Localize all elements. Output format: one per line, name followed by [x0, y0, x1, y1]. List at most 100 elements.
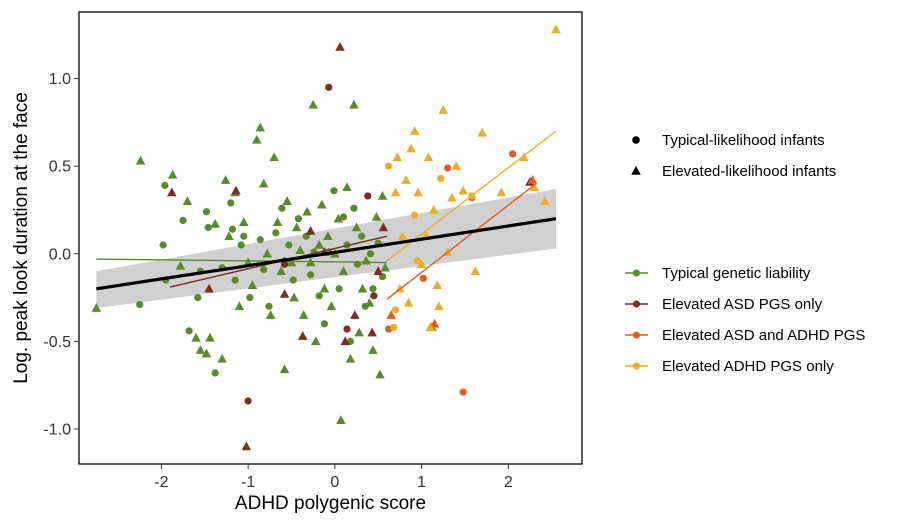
point-circle-typical [228, 225, 237, 233]
point-triangle-typical [175, 261, 186, 270]
group-legend: Typical genetic liability Elevated ASD PG… [625, 265, 865, 375]
point-triangle-adhd [529, 182, 540, 191]
plot-content [91, 24, 561, 451]
x-axis-title: ADHD polygenic score [235, 493, 426, 514]
point-circle-asd [370, 292, 378, 300]
point-triangle-adhd [413, 187, 423, 197]
point-triangle-adhd [401, 175, 411, 184]
point-triangle-typical [336, 415, 346, 424]
plot-area [91, 24, 561, 451]
point-triangle-both [386, 310, 396, 319]
point-triangle-typical [317, 199, 327, 209]
point-circle-typical [161, 181, 169, 190]
point-triangle-typical [262, 248, 272, 258]
point-triangle-asd [367, 327, 377, 337]
point-triangle-asd [335, 42, 345, 51]
group-legend-label: Elevated ASD and ADHD PGS [662, 327, 865, 344]
legend-triangle-icon [631, 166, 641, 175]
fit-line-typical [96, 258, 387, 264]
point-triangle-adhd [551, 24, 561, 34]
point-circle-typical [306, 271, 315, 279]
x-tick-label: 1 [417, 474, 426, 491]
x-tick-label: -2 [154, 474, 168, 491]
point-circle-asd [343, 325, 351, 333]
group-legend-label: Typical genetic liability [662, 265, 811, 282]
x-tick-label: 2 [504, 474, 513, 491]
point-triangle-adhd [403, 297, 414, 307]
point-triangle-both [527, 175, 538, 184]
point-triangle-asd [241, 441, 252, 451]
fit-line-both [386, 183, 537, 300]
point-triangle-typical [351, 222, 362, 232]
point-circle-typical [159, 241, 167, 249]
point-triangle-typical [272, 217, 283, 226]
point-circle-typical [136, 300, 144, 309]
point-circle-typical [294, 215, 303, 223]
point-circle-both [459, 388, 467, 396]
point-triangle-adhd [423, 152, 434, 162]
point-triangle-typical [377, 190, 388, 200]
point-circle-typical [179, 216, 187, 225]
point-triangle-typical [91, 303, 102, 312]
point-triangle-typical [295, 245, 305, 255]
point-circle-typical [350, 204, 358, 212]
point-triangle-adhd [447, 192, 457, 202]
y-tick-label: -0.5 [43, 334, 71, 351]
y-tick-label: 0.5 [49, 159, 71, 176]
point-circle-typical [260, 265, 268, 274]
point-triangle-typical [319, 283, 330, 293]
point-circle-typical [231, 276, 239, 284]
legend-marker-asd [633, 300, 640, 308]
point-circle-both [509, 150, 517, 158]
point-circle-adhd [413, 257, 421, 265]
point-triangle-typical [354, 327, 364, 337]
point-triangle-typical [135, 155, 146, 165]
point-triangle-typical [342, 182, 352, 191]
point-triangle-adhd [397, 231, 408, 240]
point-circle-typical [202, 208, 211, 216]
legend-marker-typical [633, 269, 640, 277]
point-triangle-typical [252, 134, 262, 144]
point-triangle-asd [305, 225, 316, 235]
point-triangle-typical [302, 206, 312, 216]
point-triangle-adhd [496, 187, 507, 197]
point-circle-typical [339, 213, 348, 221]
point-circle-typical [240, 232, 248, 240]
point-triangle-typical [326, 301, 337, 311]
point-triangle-typical [182, 196, 193, 205]
point-triangle-adhd [451, 161, 461, 170]
point-circle-adhd [390, 323, 398, 331]
point-triangle-typical [195, 345, 206, 354]
point-triangle-typical [298, 310, 309, 319]
point-circle-typical [211, 369, 219, 377]
group-legend-label: Elevated ADHD PGS only [662, 358, 834, 375]
y-axis-title: Log. peak look duration at the face [11, 92, 32, 384]
point-triangle-adhd [425, 322, 435, 332]
overall-fit-line [96, 217, 557, 291]
point-triangle-typical [239, 217, 249, 226]
point-triangle-typical [265, 310, 276, 319]
point-circle-typical [204, 223, 212, 232]
point-circle-asd [280, 260, 289, 268]
point-circle-typical [256, 236, 264, 244]
point-circle-both [443, 164, 452, 172]
legend-marker-both [633, 331, 640, 339]
point-circle-typical [320, 320, 329, 328]
point-triangle-typical [234, 301, 245, 311]
point-triangle-typical [308, 99, 318, 109]
point-circle-typical [289, 276, 297, 284]
plot-frame [78, 11, 583, 465]
point-circle-asd [325, 83, 333, 91]
shape-legend-label: Typical-likelihood infants [662, 132, 825, 149]
point-circle-typical [265, 302, 273, 310]
point-triangle-asd [231, 185, 241, 195]
point-circle-typical [366, 250, 374, 258]
point-triangle-typical [349, 99, 359, 109]
point-triangle-adhd [470, 266, 481, 276]
legend-circle-icon [632, 136, 640, 144]
point-circle-typical [246, 293, 254, 302]
point-triangle-typical [311, 336, 321, 346]
point-triangle-typical [269, 152, 279, 162]
point-triangle-typical [375, 369, 385, 379]
